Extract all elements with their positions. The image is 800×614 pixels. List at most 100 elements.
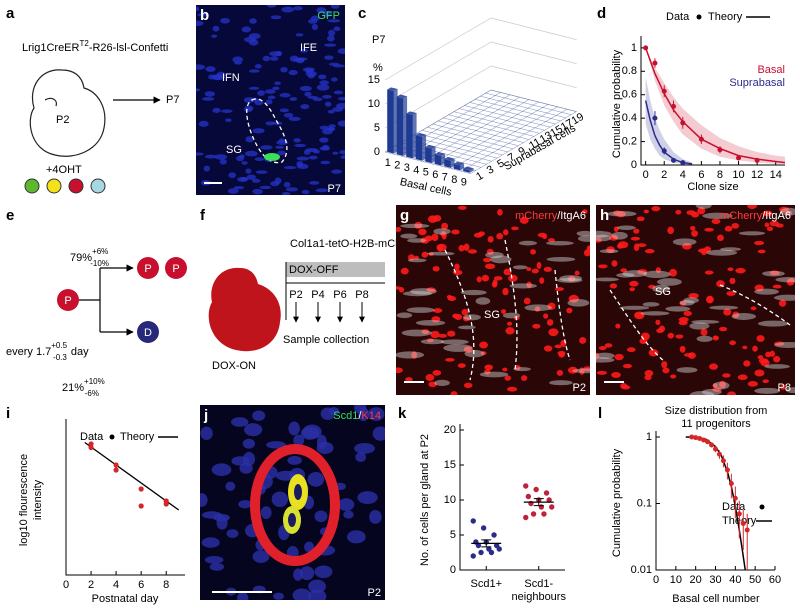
nucleus — [484, 263, 496, 270]
panel-letter: e — [6, 207, 14, 224]
nucleus — [301, 189, 310, 195]
panel-letter: a — [6, 5, 15, 22]
theory-band — [645, 77, 693, 165]
legend-marker — [759, 504, 765, 510]
nucleus — [526, 267, 532, 272]
nucleus — [200, 426, 213, 440]
x-tick-label: 60 — [769, 574, 781, 586]
nucleus — [316, 7, 327, 14]
region-label: SG — [655, 286, 671, 298]
nucleus — [272, 86, 280, 91]
panel-letter: b — [200, 7, 209, 24]
nucleus — [431, 316, 441, 323]
timepoint: P6 — [333, 289, 346, 301]
nucleus — [621, 385, 631, 390]
nucleus — [396, 351, 425, 359]
nucleus — [579, 367, 585, 375]
nucleus — [616, 243, 624, 249]
data-point — [689, 434, 695, 440]
legend-label: Data — [80, 431, 104, 443]
nucleus — [407, 238, 427, 243]
panel-letter: l — [598, 405, 602, 422]
nucleus — [418, 228, 427, 236]
nucleus — [620, 268, 628, 273]
nucleus — [524, 304, 552, 312]
data-point — [113, 467, 119, 473]
nucleus — [655, 267, 661, 274]
nucleus — [707, 295, 713, 304]
age-label: P7 — [328, 183, 341, 195]
nucleus — [530, 249, 536, 255]
nucleus — [201, 537, 220, 548]
y-tick-label: 0.01 — [631, 564, 652, 576]
data-point — [525, 493, 532, 500]
nucleus — [433, 228, 451, 235]
nucleus — [308, 155, 318, 160]
y-tick-label: 1 — [474, 170, 485, 183]
bar-side — [412, 113, 417, 159]
nucleus — [502, 312, 521, 319]
nucleus — [614, 353, 624, 361]
nucleus — [299, 566, 315, 581]
y-tick-label: 3 — [485, 164, 496, 177]
x-tick-label: 14 — [770, 169, 782, 181]
data-point — [671, 157, 677, 163]
nucleus — [300, 48, 309, 53]
nucleus — [246, 174, 256, 180]
nucleus — [242, 438, 255, 449]
nucleus — [780, 207, 795, 216]
timepoint: P4 — [311, 289, 324, 301]
nucleus — [662, 367, 670, 374]
y-tick-label: 1 — [646, 431, 652, 443]
nucleus — [636, 216, 645, 222]
nucleus — [503, 268, 512, 276]
nucleus — [505, 327, 515, 335]
nucleus — [682, 243, 692, 250]
nucleus — [467, 249, 478, 254]
nucleus — [198, 120, 209, 127]
nucleus — [764, 222, 770, 228]
nucleus — [712, 381, 730, 390]
nucleus — [411, 351, 418, 359]
nucleus — [322, 144, 330, 150]
cell-label: D — [144, 327, 152, 339]
nucleus — [245, 168, 252, 174]
floor-line — [432, 123, 519, 146]
bar-side — [431, 146, 436, 164]
nucleus — [457, 363, 466, 368]
nucleus — [596, 352, 615, 359]
panel-letter: h — [600, 207, 609, 224]
nucleus — [661, 361, 668, 369]
legend-marker — [696, 14, 702, 20]
panel-letter: k — [398, 405, 407, 422]
nucleus — [438, 333, 448, 338]
nucleus — [596, 357, 615, 363]
nucleus — [281, 192, 291, 195]
nucleus — [305, 68, 314, 74]
nucleus — [197, 13, 210, 17]
nucleus — [288, 69, 298, 76]
nucleus — [443, 344, 473, 352]
error-bar — [533, 498, 544, 507]
embryo-outline — [29, 69, 106, 157]
bar — [387, 89, 394, 154]
nucleus — [539, 277, 545, 284]
x-tick-label: 1 — [385, 157, 391, 169]
nucleus — [678, 320, 688, 326]
x-tick-label: 2 — [394, 160, 400, 172]
induction: +4OHT — [46, 164, 82, 176]
nucleus — [318, 74, 327, 80]
x-tick-label: 0 — [643, 169, 649, 181]
nucleus — [559, 275, 583, 282]
nucleus — [652, 284, 671, 293]
nucleus — [248, 86, 260, 90]
x-tick-label: 0 — [63, 579, 69, 591]
nucleus — [428, 252, 434, 257]
nucleus — [231, 456, 250, 466]
mouse-line: Col1a1-tetO-H2B-mCherry — [290, 238, 421, 250]
x-tick-label: 4 — [413, 164, 419, 176]
data-point — [705, 439, 711, 445]
nucleus — [265, 121, 275, 126]
nucleus — [338, 498, 355, 511]
mouse-line: Lrig1CreERT2-R26-lsl-Confetti — [22, 39, 168, 54]
